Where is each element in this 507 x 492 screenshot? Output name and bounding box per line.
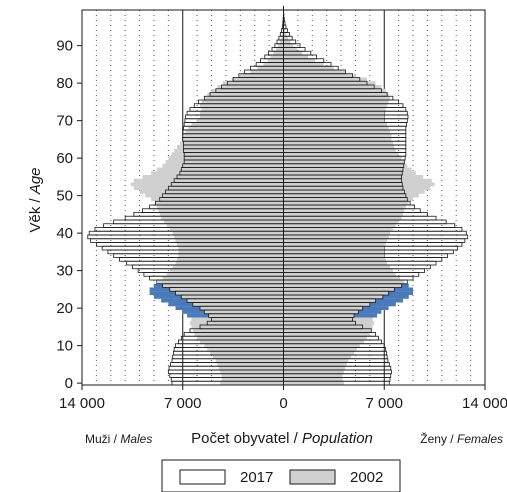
highlight-bar-male xyxy=(182,310,205,314)
legend-label-2017: 2017 xyxy=(240,469,273,486)
y-tick-label: 70 xyxy=(56,113,73,130)
highlight-bar-male xyxy=(149,291,176,295)
x-tick-label: 0 xyxy=(279,395,287,412)
y-axis-label: Věk / Age xyxy=(27,167,44,232)
highlight-bar-female xyxy=(401,283,409,288)
highlight-bar-male xyxy=(161,298,188,303)
y-tick-label: 50 xyxy=(56,188,73,205)
right-caption-main: Ženy / xyxy=(420,431,457,446)
highlight-bar-male xyxy=(153,283,163,288)
highlight-bar-male xyxy=(168,302,193,307)
left-caption: Muži / Males xyxy=(85,432,152,446)
axes: 0 10 20 30 40 50 60 70 80 90 14 000 7 000 0 7 000 14 0… xyxy=(56,9,507,412)
highlight-bar-male xyxy=(175,306,201,310)
highlight-bar-female xyxy=(375,298,403,303)
highlight-bar-female xyxy=(394,287,414,292)
highlight-bar-female xyxy=(354,313,378,318)
x-axis-label-main: Počet obyvatel / xyxy=(191,430,302,447)
x-tick-label: 14 000 xyxy=(462,395,507,412)
y-tick-label: 80 xyxy=(56,75,73,92)
highlight-bar-female xyxy=(369,302,396,307)
legend-swatch-2017 xyxy=(179,469,226,485)
legend-swatch-2002 xyxy=(289,469,336,485)
y-tick-label: 30 xyxy=(56,263,73,280)
right-caption-italic: Females xyxy=(457,432,503,446)
y-axis-label-italic: Age xyxy=(27,167,44,195)
highlight-bar-female xyxy=(362,306,389,310)
y-tick-label: 0 xyxy=(65,375,73,392)
x-tick-label: 7 000 xyxy=(164,395,202,412)
x-axis-label-italic: Population xyxy=(302,430,373,447)
highlight-bar-female xyxy=(388,291,414,295)
highlight-bar-male xyxy=(149,287,170,292)
y-tick-label: 60 xyxy=(56,150,73,167)
highlight-bar-female xyxy=(382,295,409,299)
highlight-bars xyxy=(149,283,414,318)
left-caption-italic: Males xyxy=(120,432,152,446)
y-tick-label: 20 xyxy=(56,300,73,317)
legend: 2017 2002 xyxy=(161,459,401,492)
left-caption-main: Muži / xyxy=(85,432,120,446)
y-tick-label: 10 xyxy=(56,338,73,355)
x-tick-label: 7 000 xyxy=(365,395,403,412)
highlight-bar-female xyxy=(358,310,382,314)
y-axis-label-main: Věk / xyxy=(27,194,44,232)
right-caption: Ženy / Females xyxy=(420,431,503,446)
legend-label-2002: 2002 xyxy=(350,469,383,486)
x-tick-label: 14 000 xyxy=(59,395,105,412)
highlight-bar-male xyxy=(187,313,209,318)
y-tick-label: 40 xyxy=(56,225,73,242)
x-axis-label: Počet obyvatel / Population xyxy=(191,430,373,447)
y-tick-label: 90 xyxy=(56,38,73,55)
highlight-bar-male xyxy=(153,295,182,299)
